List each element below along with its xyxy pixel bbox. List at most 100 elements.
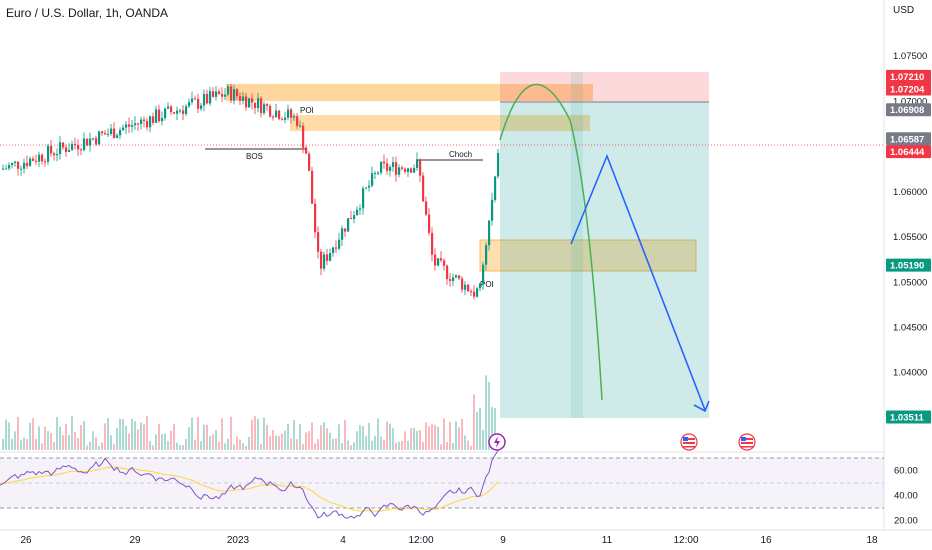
volume-bar (167, 441, 169, 450)
supply-zone-top[interactable] (226, 84, 593, 101)
candle (161, 111, 164, 126)
volume-bar (41, 443, 43, 450)
price-tag: 1.06587 (886, 132, 931, 146)
candle (236, 88, 239, 100)
poi-lower-label: POI (480, 280, 494, 289)
volume-bar (437, 426, 439, 450)
volume-bar (389, 423, 391, 450)
volume-bar (89, 441, 91, 450)
volume-bar (305, 432, 307, 450)
volume-bar (431, 424, 433, 450)
stop-loss-zone[interactable] (500, 72, 709, 102)
volume-bar (113, 443, 115, 450)
blue-projection-path (570, 153, 706, 411)
candle (125, 120, 128, 135)
candle (173, 111, 176, 115)
volume-bar (293, 420, 295, 450)
candle (356, 206, 359, 216)
volume-bar (395, 442, 397, 450)
rsi-tick: 20.00 (894, 516, 918, 527)
svg-text:1.05190: 1.05190 (890, 261, 924, 272)
candle (419, 158, 422, 183)
candle (209, 86, 212, 106)
candle (191, 91, 194, 105)
time-tick: 12:00 (673, 535, 698, 546)
volume-bar (218, 441, 220, 450)
volume-bar (356, 431, 358, 450)
volume-bar (296, 439, 298, 450)
volume-bar (239, 439, 241, 450)
supply-zone-poi[interactable] (290, 115, 590, 131)
candle (329, 248, 332, 262)
volume-bar (164, 433, 166, 450)
volume-bar (410, 428, 412, 450)
volume-series (2, 375, 499, 450)
candle (113, 122, 116, 139)
volume-bar (404, 431, 406, 450)
price-tag: 1.06444 (886, 145, 931, 159)
volume-bar (80, 425, 82, 450)
volume-bar (299, 424, 301, 450)
volume-bar (188, 427, 190, 450)
volume-bar (461, 418, 463, 450)
candle (245, 93, 248, 111)
chart-title: Euro / U.S. Dollar, 1h, OANDA (6, 6, 169, 20)
volume-bar (407, 440, 409, 450)
volume-bar (68, 435, 70, 450)
demand-zone[interactable] (479, 239, 697, 272)
candle (257, 92, 260, 113)
candle (221, 87, 224, 103)
volume-bar (11, 438, 13, 450)
candle (29, 156, 32, 167)
volume-bar (65, 423, 67, 450)
volume-bar (206, 424, 208, 450)
volume-bar (308, 431, 310, 450)
candle (308, 151, 311, 172)
volume-bar (446, 441, 448, 450)
volume-bar (248, 436, 250, 450)
candle (485, 242, 488, 271)
volume-bar (323, 422, 325, 450)
green-projection-curve (499, 83, 603, 401)
volume-bar (83, 421, 85, 450)
volume-bar (176, 442, 178, 450)
volume-bar (179, 445, 181, 450)
volume-bar (26, 439, 28, 450)
volume-bar (290, 438, 292, 450)
candle (137, 122, 140, 132)
candle (14, 160, 17, 168)
volume-bar (5, 419, 7, 450)
candle (305, 145, 308, 154)
candle (95, 135, 98, 146)
candle (365, 187, 368, 190)
candle (449, 273, 452, 287)
lightning-icon[interactable] (488, 433, 506, 451)
rsi-tick: 60.00 (894, 466, 918, 477)
candle (461, 276, 464, 293)
candle (35, 154, 38, 166)
candle (401, 165, 404, 171)
time-tick: 12:00 (408, 535, 433, 546)
us-flag-icon-2[interactable] (738, 433, 756, 451)
volume-bar (485, 375, 487, 450)
candle (431, 227, 434, 262)
candle (68, 143, 71, 153)
take-profit-zone[interactable] (500, 102, 709, 418)
volume-bar (320, 425, 322, 450)
volume-bar (380, 436, 382, 450)
volume-bar (419, 430, 421, 450)
candle (287, 104, 290, 121)
volume-bar (347, 440, 349, 450)
volume-bar (233, 444, 235, 450)
candle (380, 161, 383, 175)
candle (455, 274, 458, 279)
volume-bar (242, 443, 244, 450)
volume-bar (329, 432, 331, 450)
candle (185, 104, 188, 117)
us-flag-icon[interactable] (680, 433, 698, 451)
candle (389, 164, 392, 177)
poi-upper-label: POI (300, 106, 314, 115)
rsi-series (0, 450, 499, 519)
